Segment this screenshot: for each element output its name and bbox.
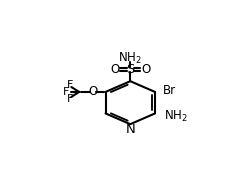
Text: Br: Br <box>163 84 176 97</box>
Text: O: O <box>110 63 119 76</box>
Text: NH$_2$: NH$_2$ <box>118 51 142 66</box>
Text: F: F <box>67 94 74 104</box>
Text: O: O <box>88 86 98 98</box>
Text: O: O <box>141 63 151 76</box>
Text: F: F <box>63 87 69 97</box>
Text: N: N <box>125 123 135 136</box>
Text: F: F <box>67 80 74 90</box>
Text: NH$_2$: NH$_2$ <box>164 109 188 124</box>
Text: S: S <box>126 63 134 76</box>
